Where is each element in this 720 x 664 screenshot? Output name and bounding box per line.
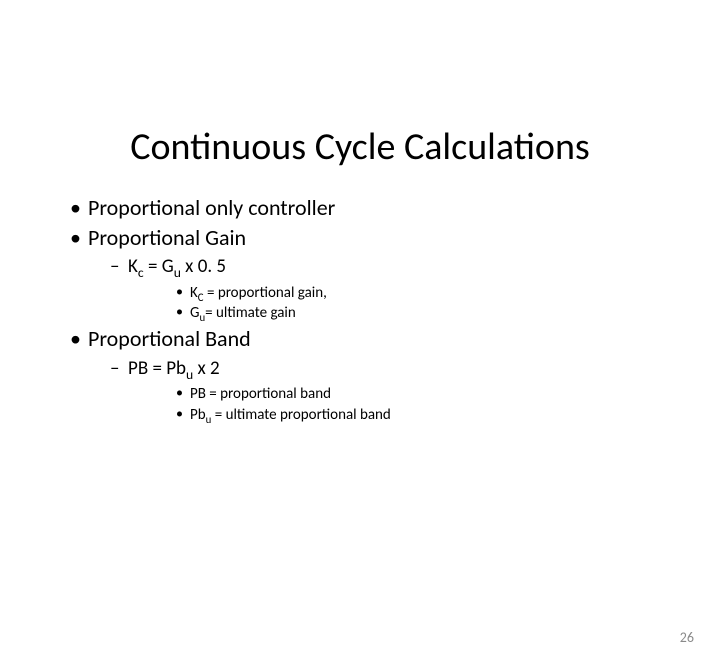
bullet-text: Pbu = ultimate proportional band bbox=[190, 406, 391, 424]
t: Pb bbox=[190, 406, 206, 424]
bullet-text: Proportional Band bbox=[88, 325, 251, 352]
bullet-sublist: PB = Pbu x 2 PB = proportional band Pbu … bbox=[88, 357, 650, 425]
bullet-text: PB = proportional band bbox=[190, 385, 331, 403]
t: PB = Pb bbox=[128, 357, 186, 380]
bullet-subsublist: KC = proportional gain, Gu= ultimate gai… bbox=[128, 283, 650, 324]
t: K bbox=[190, 284, 198, 302]
bullet-l1: Proportional Band PB = Pbu x 2 PB = prop… bbox=[70, 325, 650, 425]
bullet-l1: Proportional Gain Kc = Gu x 0. 5 KC = pr… bbox=[70, 224, 650, 324]
bullet-list: Proportional only controller Proportiona… bbox=[70, 194, 650, 425]
bullet-text: PB = Pbu x 2 bbox=[128, 357, 220, 380]
t: x 2 bbox=[193, 357, 219, 380]
bullet-text: Proportional only controller bbox=[88, 194, 335, 221]
page-number: 26 bbox=[680, 629, 694, 646]
bullet-l1: Proportional only controller bbox=[70, 194, 650, 222]
bullet-l3: KC = proportional gain, bbox=[128, 283, 650, 303]
bullet-sublist: Kc = Gu x 0. 5 KC = proportional gain, G… bbox=[88, 255, 650, 323]
bullet-l2: Kc = Gu x 0. 5 KC = proportional gain, G… bbox=[88, 255, 650, 323]
t: = proportional gain, bbox=[204, 284, 327, 302]
bullet-l2: PB = Pbu x 2 PB = proportional band Pbu … bbox=[88, 357, 650, 425]
bullet-text: KC = proportional gain, bbox=[190, 284, 327, 302]
t: x 0. 5 bbox=[181, 255, 226, 278]
sub: u bbox=[174, 264, 181, 281]
bullet-text: Gu= ultimate gain bbox=[190, 304, 296, 322]
bullet-text: Kc = Gu x 0. 5 bbox=[128, 255, 226, 278]
t: K bbox=[128, 255, 138, 278]
t: = G bbox=[144, 255, 174, 278]
t: = ultimate proportional band bbox=[211, 406, 390, 424]
slide-content: Proportional only controller Proportiona… bbox=[0, 194, 720, 425]
bullet-l3: Gu= ultimate gain bbox=[128, 303, 650, 323]
bullet-l3: Pbu = ultimate proportional band bbox=[128, 405, 650, 425]
slide-title: Continuous Cycle Calculations bbox=[0, 124, 720, 170]
t: = ultimate gain bbox=[205, 304, 296, 322]
bullet-l3: PB = proportional band bbox=[128, 384, 650, 404]
bullet-text: Proportional Gain bbox=[88, 224, 246, 251]
bullet-subsublist: PB = proportional band Pbu = ultimate pr… bbox=[128, 384, 650, 425]
slide: Continuous Cycle Calculations Proportion… bbox=[0, 124, 720, 664]
